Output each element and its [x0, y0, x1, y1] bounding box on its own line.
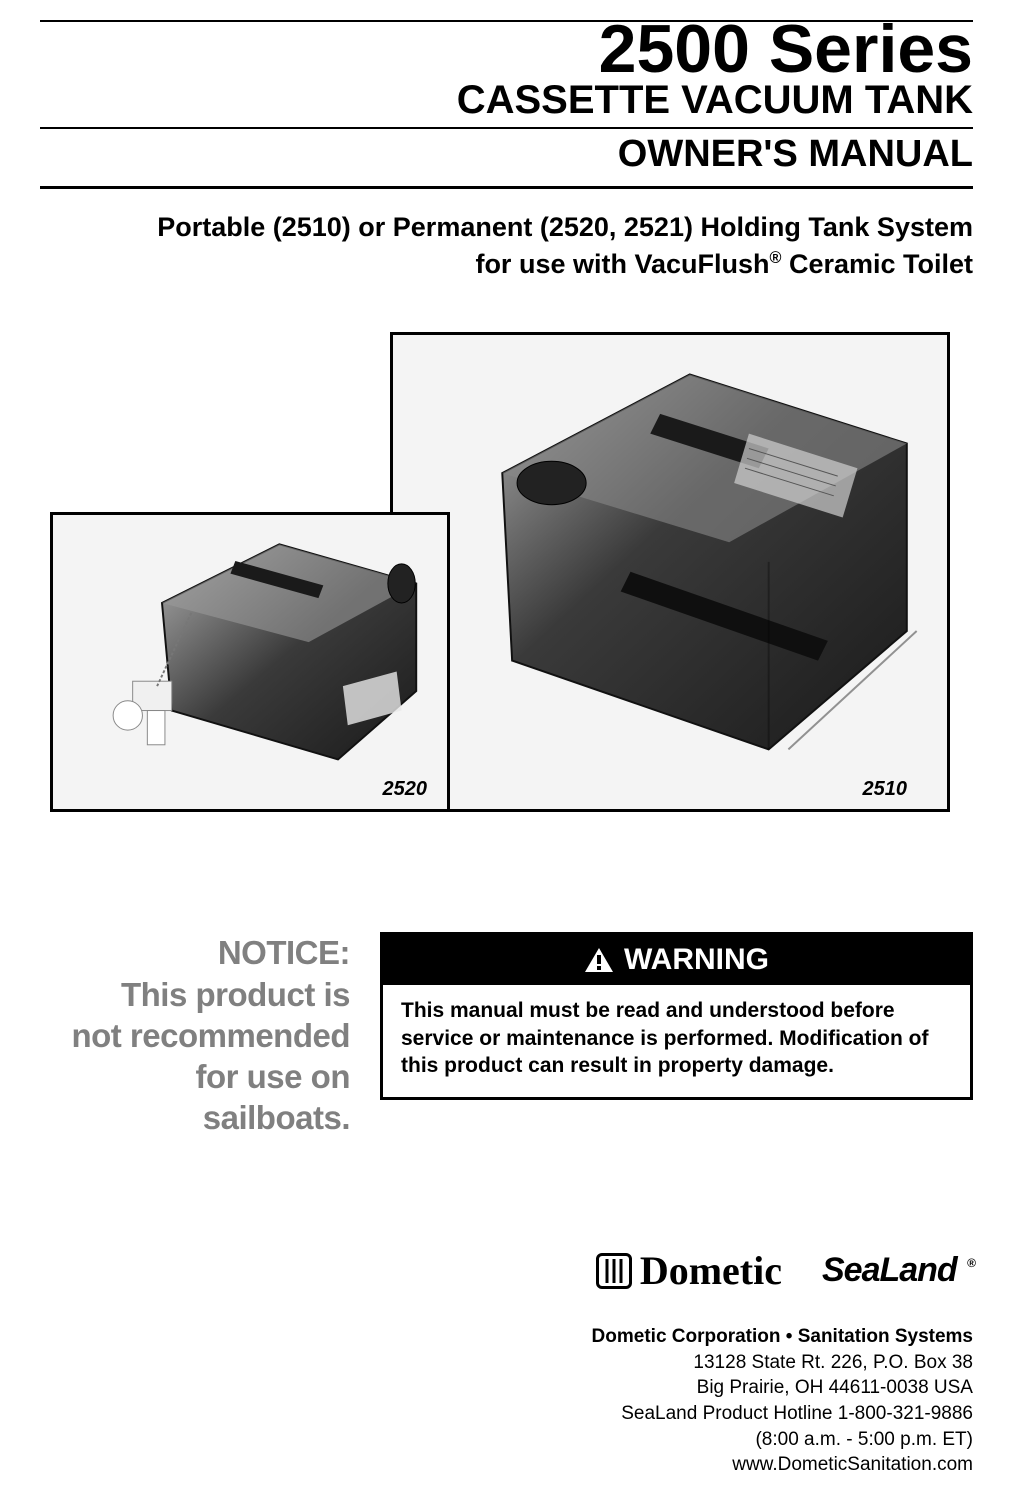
dometic-mark-icon: [596, 1253, 632, 1289]
notice-block: NOTICE: This product is not recommended …: [40, 932, 350, 1138]
sealand-logo: SeaLand: [822, 1251, 973, 1290]
tank-2520-illustration: [53, 515, 447, 779]
description-line2: for use with VacuFlush® Ceramic Toilet: [40, 246, 973, 282]
tank-2520-label: 2520: [383, 778, 428, 801]
tank-2510-figure: 2510: [390, 332, 950, 812]
product-image-area: 2510 2520: [40, 312, 973, 872]
notice-line1: This product is: [40, 974, 350, 1015]
description-line1: Portable (2510) or Permanent (2520, 2521…: [40, 209, 973, 245]
website: www.DometicSanitation.com: [592, 1452, 973, 1478]
address-line2: Big Prairie, OH 44611-0038 USA: [592, 1375, 973, 1401]
company-name: Dometic Corporation • Sanitation Systems: [592, 1324, 973, 1350]
title-series: 2500 Series: [40, 14, 973, 85]
title-block: 2500 Series CASSETTE VACUUM TANK: [40, 14, 973, 121]
notice-line2: not recommended: [40, 1015, 350, 1056]
warning-header: WARNING: [383, 935, 970, 985]
lower-section: NOTICE: This product is not recommended …: [40, 932, 973, 1138]
mid-rule: [40, 127, 973, 129]
address-line1: 13128 State Rt. 226, P.O. Box 38: [592, 1350, 973, 1376]
tank-2510-label: 2510: [863, 778, 908, 801]
hotline: SeaLand Product Hotline 1-800-321-9886: [592, 1401, 973, 1427]
title-subtitle: CASSETTE VACUUM TANK: [40, 79, 973, 121]
warning-triangle-icon: [584, 947, 614, 973]
warning-title: WARNING: [624, 943, 769, 977]
dometic-logo: Dometic: [596, 1247, 782, 1294]
dometic-logo-text: Dometic: [640, 1247, 782, 1294]
hours: (8:00 a.m. - 5:00 p.m. ET): [592, 1427, 973, 1453]
tank-2510-illustration: [393, 335, 947, 779]
notice-heading: NOTICE:: [40, 932, 350, 973]
header-bottom-rule: [40, 186, 973, 189]
logo-row: Dometic SeaLand: [592, 1247, 973, 1294]
warning-body: This manual must be read and understood …: [383, 985, 970, 1097]
product-description: Portable (2510) or Permanent (2520, 2521…: [40, 209, 973, 282]
manual-label: OWNER'S MANUAL: [40, 133, 973, 176]
notice-line3: for use on sailboats.: [40, 1056, 350, 1139]
tank-2520-figure: 2520: [50, 512, 450, 812]
warning-box: WARNING This manual must be read and und…: [380, 932, 973, 1100]
contact-block: Dometic Corporation • Sanitation Systems…: [592, 1324, 973, 1478]
footer: Dometic SeaLand Dometic Corporation • Sa…: [592, 1247, 973, 1478]
